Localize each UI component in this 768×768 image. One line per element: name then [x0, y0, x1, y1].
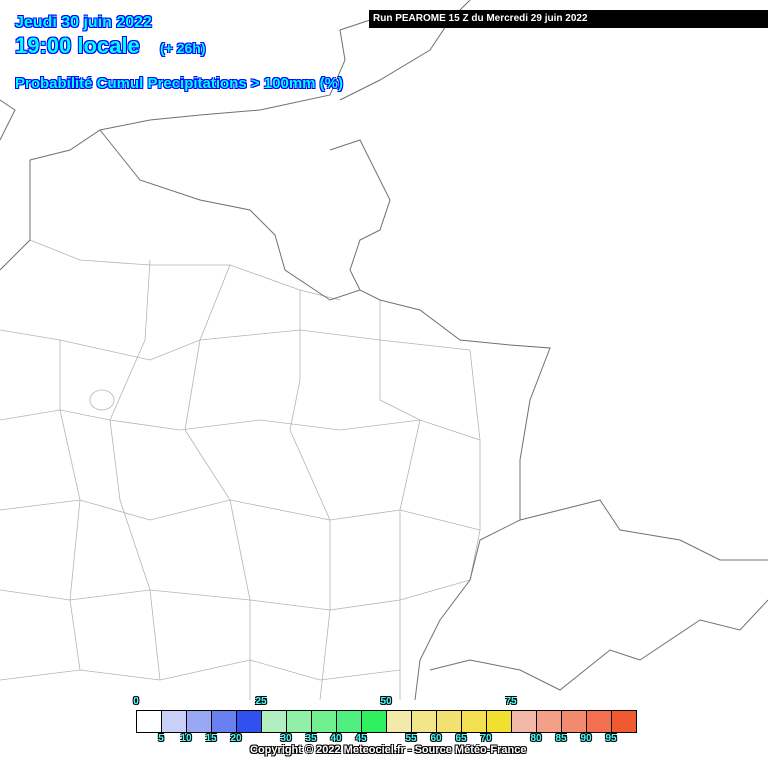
- legend-bottom-label: 5: [158, 733, 164, 744]
- legend-top-label: 50: [380, 696, 392, 707]
- legend-bottom-label: 65: [455, 733, 467, 744]
- department-borders: [0, 239, 481, 701]
- legend-swatch: [387, 711, 412, 732]
- legend-swatch: [562, 711, 587, 732]
- legend-swatch: [287, 711, 312, 732]
- legend-bottom-label: 85: [555, 733, 567, 744]
- legend-bottom-label: 30: [280, 733, 292, 744]
- legend-swatch: [212, 711, 237, 732]
- legend-swatch: [537, 711, 562, 732]
- forecast-lead-time: (+ 26h): [160, 40, 206, 56]
- legend-swatch: [237, 711, 262, 732]
- legend-bottom-label: 35: [305, 733, 317, 744]
- legend-swatch: [512, 711, 537, 732]
- legend-swatch: [487, 711, 512, 732]
- legend-bottom-label: 20: [230, 733, 242, 744]
- copyright-text: Copyright © 2022 Meteociel.fr - Source M…: [250, 744, 527, 756]
- legend-swatch: [162, 711, 187, 732]
- legend-bottom-label: 45: [355, 733, 367, 744]
- legend-swatch: [262, 711, 287, 732]
- legend-bottom-label: 60: [430, 733, 442, 744]
- legend-swatch: [412, 711, 437, 732]
- legend-swatch: [137, 711, 162, 732]
- legend-bottom-label: 10: [180, 733, 192, 744]
- legend-swatch: [187, 711, 212, 732]
- parameter-title: Probabilité Cumul Precipitations > 100mm…: [15, 75, 343, 92]
- legend-swatch: [612, 711, 636, 732]
- forecast-date: Jeudi 30 juin 2022: [15, 14, 152, 31]
- legend-swatch: [462, 711, 487, 732]
- legend-bottom-label: 55: [405, 733, 417, 744]
- legend-bottom-label: 40: [330, 733, 342, 744]
- run-info-banner: Run PEAROME 15 Z du Mercredi 29 juin 202…: [369, 10, 768, 28]
- legend-swatch: [362, 711, 387, 732]
- legend-top-label: 25: [255, 696, 267, 707]
- legend-bottom-label: 15: [205, 733, 217, 744]
- legend-swatch: [587, 711, 612, 732]
- legend-bottom-label: 80: [530, 733, 542, 744]
- legend-bottom-label: 90: [580, 733, 592, 744]
- legend-swatch: [337, 711, 362, 732]
- legend-top-label: 0: [133, 696, 139, 707]
- legend-swatch: [312, 711, 337, 732]
- coastline-and-borders: [0, 0, 768, 701]
- legend-bottom-label: 95: [605, 733, 617, 744]
- legend-bottom-label: 70: [480, 733, 492, 744]
- legend-top-label: 75: [505, 696, 517, 707]
- forecast-time: 19:00 locale: [15, 33, 140, 58]
- legend-color-bar: [136, 710, 637, 733]
- legend-swatch: [437, 711, 462, 732]
